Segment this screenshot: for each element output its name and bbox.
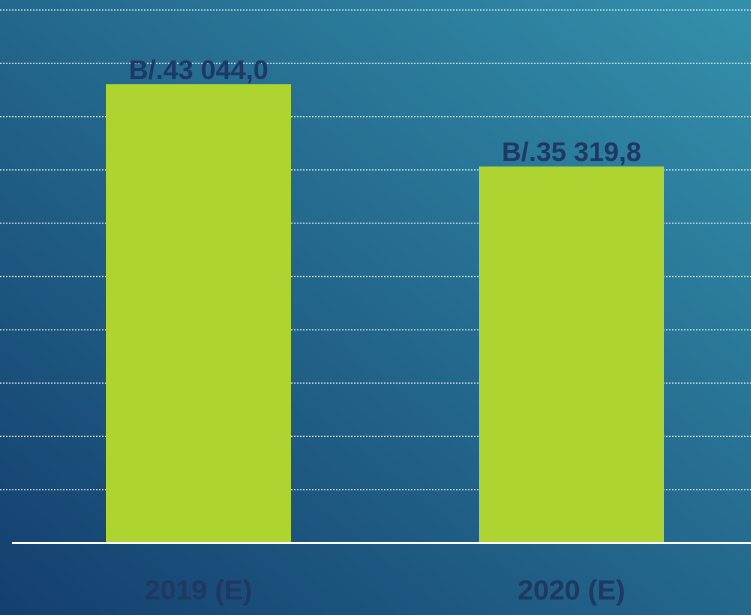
- data-label-box: B/.43 044,0: [94, 16, 304, 86]
- bar: [106, 84, 291, 543]
- x-tick-label: 2019 (E): [145, 574, 252, 605]
- x-tick-label: 2020 (E): [518, 574, 625, 605]
- bar: [479, 166, 664, 543]
- data-label: B/.35 319,8: [501, 137, 642, 168]
- data-label-wrap: B/.43 044,0: [94, 16, 304, 86]
- data-label: B/.43 044,0: [128, 55, 269, 86]
- data-label-box: B/.35 319,8: [482, 98, 662, 168]
- data-label-wrap: B/.35 319,8: [482, 98, 662, 168]
